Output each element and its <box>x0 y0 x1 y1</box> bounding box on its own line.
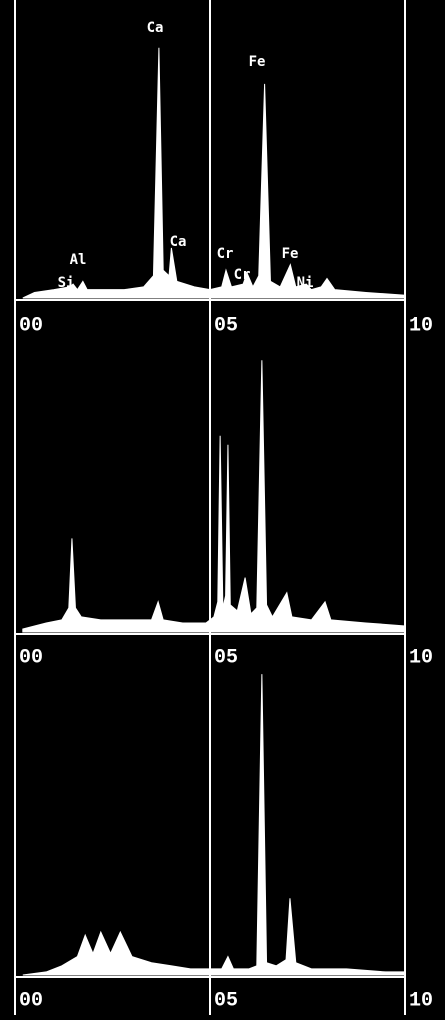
peak-label: Cr <box>217 246 234 262</box>
x-tick-label: 10 <box>409 314 433 337</box>
x-tick-label: 05 <box>214 989 238 1012</box>
spectra-figure: 00 05 10 Ca Ca Al Si CrCr Fe Fe Ni 00 05 10 00 05 10 <box>0 0 445 1020</box>
x-tick-label: 10 <box>409 646 433 669</box>
peak-label: Si <box>58 275 75 291</box>
peak-label: Ni <box>297 275 314 291</box>
peak-label: Fe <box>282 246 299 262</box>
peak-label: Ca <box>170 234 187 250</box>
peak-label: Cr <box>234 267 251 283</box>
peak-label: Ca <box>147 20 164 36</box>
x-tick-label: 00 <box>19 646 43 669</box>
x-tick-label: 10 <box>409 989 433 1012</box>
spectrum-area <box>23 360 405 632</box>
peak-label: Al <box>70 252 87 268</box>
x-tick-label: 05 <box>214 314 238 337</box>
x-tick-label: 00 <box>19 989 43 1012</box>
x-tick-label: 05 <box>214 646 238 669</box>
spectrum-area <box>23 674 405 975</box>
x-tick-label: 00 <box>19 314 43 337</box>
peak-label: Fe <box>249 54 266 70</box>
page: 000510CaCaAlSiCrCrFeFeNi000510000510 (()… <box>0 0 445 1020</box>
